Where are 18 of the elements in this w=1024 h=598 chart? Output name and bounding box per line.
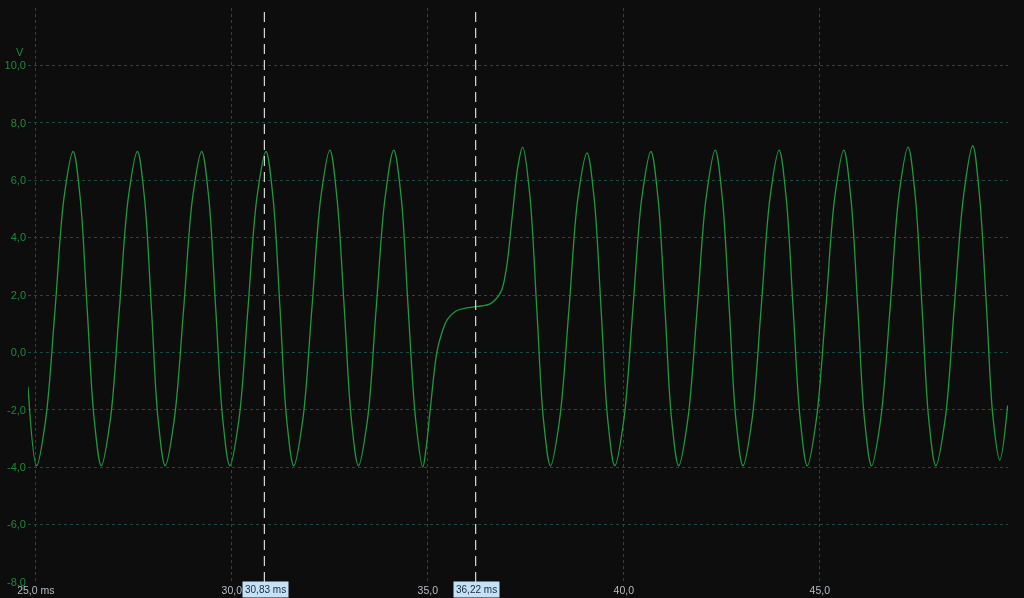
ref-line-label: 36,22 ms bbox=[456, 584, 498, 595]
x-tick-label: 45,0 bbox=[809, 583, 831, 596]
ref-line-label: 30,83 ms bbox=[245, 584, 287, 595]
y-tick-label: 10,0 bbox=[4, 59, 26, 72]
y-tick-label: -2,0 bbox=[7, 403, 26, 416]
x-tick-label: 40,0 bbox=[613, 583, 635, 596]
line-series bbox=[28, 145, 1008, 468]
y-tick-label: 2,0 bbox=[10, 288, 26, 301]
y-axis-title: V bbox=[16, 46, 24, 58]
x-tick-label: 35,0 bbox=[417, 583, 439, 596]
x-tick-label: 30,0 bbox=[221, 583, 243, 596]
y-tick-label: 4,0 bbox=[10, 231, 26, 244]
y-tick-label: 6,0 bbox=[10, 174, 26, 187]
y-tick-label: 0,0 bbox=[10, 346, 26, 359]
y-tick-label: -6,0 bbox=[7, 518, 26, 531]
y-tick-label: -4,0 bbox=[7, 461, 26, 474]
y-tick-label: 8,0 bbox=[10, 116, 26, 129]
y-tick-label: -8,0 bbox=[7, 575, 26, 588]
